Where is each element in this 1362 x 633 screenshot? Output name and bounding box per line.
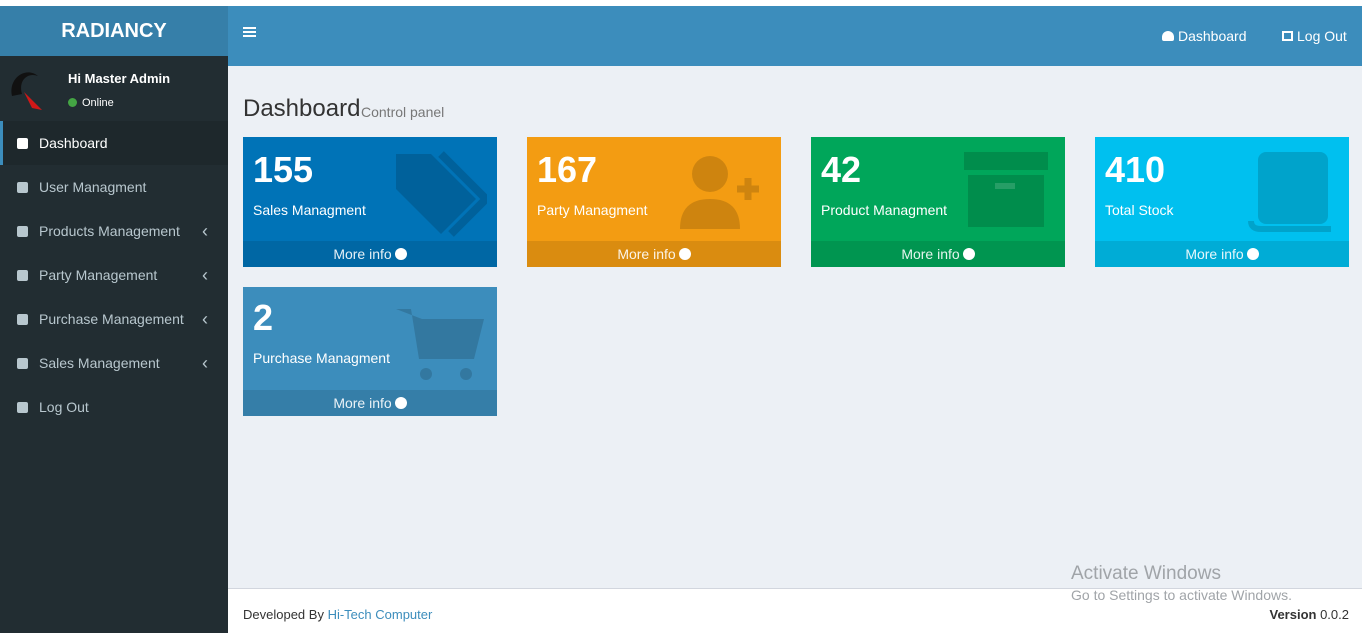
sidebar-label: Log Out [39,399,89,415]
box-value: 42 [821,149,862,190]
user-greeting: Hi Master Admin [68,71,171,86]
sidebar-icon [17,314,28,325]
box-value: 167 [537,149,598,190]
more-info-link[interactable]: More info [527,241,781,267]
sidebar-item[interactable]: Purchase Management ‹ [0,297,228,341]
sidebar-item[interactable]: User Managment [0,165,228,209]
arrow-icon [1246,248,1259,260]
more-info-link[interactable]: More info [1095,241,1349,267]
watermark-title: Activate Windows [1071,563,1221,584]
box-value: 2 [253,297,274,338]
footer-credit: Developed By Hi-Tech Computer [243,607,432,622]
more-info-text: More info [333,246,392,262]
user-status-text: Online [82,97,114,109]
footer-link[interactable]: Hi-Tech Computer [327,607,433,622]
sidebar-icon [17,402,28,413]
arrow-icon [394,248,407,260]
footer-version: Version 0.0.2 [1269,607,1349,622]
chevron: ‹ [202,309,208,329]
arrow-icon [962,248,975,260]
more-info-text: More info [333,395,392,411]
sidebar-item[interactable]: Sales Management ‹ [0,341,228,385]
info-box: 42 Product Managment More info [811,137,1065,267]
top-header: Dashboard Log Out [228,6,1362,66]
box-label: Party Managment [537,202,648,218]
box-icon [964,152,1048,227]
sidebar-label: User Managment [39,179,147,195]
sidebar-item[interactable]: Log Out [0,385,228,429]
version-number: 0.0.2 [1320,607,1349,622]
sidebar: Hi Master Admin Online Dashboard User Man… [0,56,228,633]
chevron: ‹ [202,265,208,285]
page-subtitle: Control panel [361,104,445,120]
sidebar-label: Party Management [39,267,158,283]
info-box: 410 Total Stock More info [1095,137,1349,267]
more-info-text: More info [1185,246,1244,262]
sidebar-icon [17,270,28,281]
more-info-text: More info [901,246,960,262]
footer-text: Developed By [243,607,324,622]
menu-toggle[interactable] [243,27,256,38]
more-info-text: More info [617,246,676,262]
sidebar-label: Purchase Management [39,311,184,327]
sidebar-icon [17,138,28,149]
brand-logo[interactable]: RADIANCY [0,6,228,56]
chevron: ‹ [202,221,208,241]
arrow-icon [678,248,691,260]
info-box: 2 Purchase Managment More info [243,287,497,416]
version-label: Version [1269,607,1317,622]
info-box: 167 Party Managment More info [527,137,781,267]
sidebar-label: Dashboard [39,135,108,151]
more-info-link[interactable]: More info [811,241,1065,267]
sidebar-item[interactable]: Party Management ‹ [0,253,228,297]
box-icon [396,151,487,237]
arrow-icon [394,397,407,409]
user-panel: Hi Master Admin Online [0,56,228,121]
header-nav-item[interactable]: Log Out [1282,28,1347,44]
header-nav-label: Log Out [1297,28,1347,44]
box-icon [1248,152,1331,232]
header-nav-item[interactable]: Dashboard [1162,28,1247,44]
box-label: Sales Managment [253,202,366,218]
sidebar-icon [17,182,28,193]
sidebar-label: Sales Management [39,355,160,371]
top-strip [0,0,1362,6]
box-label: Purchase Managment [253,350,390,366]
user-status: Online [68,97,114,109]
sidebar-icon [17,226,28,237]
box-value: 410 [1105,149,1166,190]
box-icon [396,309,484,380]
sidebar-icon [17,358,28,369]
header-nav-label: Dashboard [1178,28,1247,44]
more-info-link[interactable]: More info [243,241,497,267]
box-icon [680,156,759,229]
page-title: Dashboard [243,95,361,122]
box-value: 155 [253,149,314,190]
box-label: Total Stock [1105,202,1174,218]
sidebar-item[interactable]: Dashboard [0,121,228,165]
user-avatar [11,72,42,110]
sidebar-label: Products Management [39,223,180,239]
more-info-link[interactable]: More info [243,390,497,416]
sidebar-item[interactable]: Products Management ‹ [0,209,228,253]
footer: Developed By Hi-Tech Computer Version 0.… [228,588,1362,633]
chevron: ‹ [202,353,208,373]
watermark-text: Go to Settings to activate Windows. [1071,587,1292,603]
info-box: 155 Sales Managment More info [243,137,497,267]
box-label: Product Managment [821,202,948,218]
